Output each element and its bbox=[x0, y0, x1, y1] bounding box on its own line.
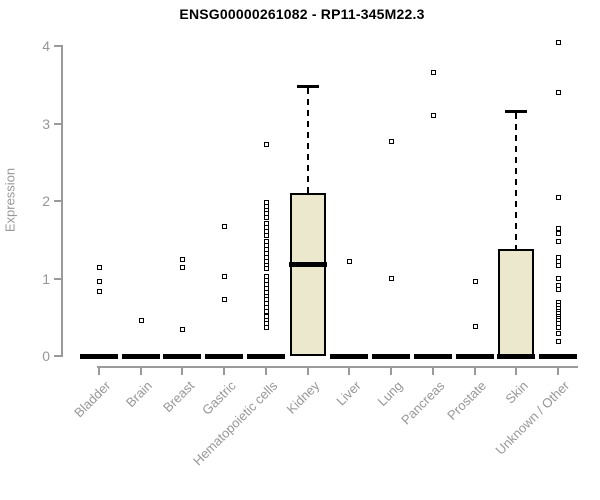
chart-title: ENSG00000261082 - RP11-345M22.3 bbox=[179, 6, 425, 22]
x-axis-tick-label: Breast bbox=[159, 378, 198, 416]
outlier-point bbox=[138, 318, 144, 324]
median-line bbox=[455, 354, 494, 359]
outlier-point bbox=[97, 288, 102, 294]
outlier-point bbox=[263, 233, 269, 239]
x-axis-tick bbox=[390, 368, 393, 375]
whisker-cap-kidney bbox=[296, 85, 319, 89]
whisker-cap-skin bbox=[505, 110, 528, 114]
outlier-point bbox=[389, 275, 395, 281]
x-axis-tick-label: Prostate bbox=[444, 378, 490, 423]
outlier-point bbox=[430, 112, 436, 118]
x-axis-tick-label: Brain bbox=[123, 378, 156, 411]
y-axis bbox=[61, 45, 63, 357]
y-axis-tick-label: 1 bbox=[42, 270, 50, 287]
outlier-point bbox=[556, 89, 562, 95]
x-axis-tick-label: Lung bbox=[374, 378, 406, 410]
x-axis-tick-label: Kidney bbox=[283, 378, 323, 417]
median-line bbox=[372, 354, 411, 359]
y-axis-tick-label: 4 bbox=[42, 38, 50, 54]
median-line bbox=[163, 354, 202, 359]
outlier-point bbox=[556, 226, 562, 232]
outlier-point bbox=[556, 40, 562, 46]
outlier-point bbox=[97, 264, 102, 270]
median-line bbox=[121, 354, 160, 359]
y-axis-tick bbox=[54, 122, 61, 125]
outlier-point bbox=[347, 258, 353, 264]
outlier-point bbox=[430, 70, 436, 76]
outlier-point bbox=[263, 214, 269, 220]
outlier-point bbox=[556, 338, 562, 344]
outlier-point bbox=[263, 266, 269, 272]
outlier-point bbox=[556, 324, 562, 330]
outlier-point bbox=[180, 264, 186, 270]
outlier-point bbox=[556, 275, 562, 281]
y-axis-tick-label: 2 bbox=[42, 193, 50, 209]
y-axis-tick-label: 0 bbox=[42, 348, 50, 364]
outlier-point bbox=[180, 326, 186, 332]
x-axis-tick-label: Pancreas bbox=[398, 378, 448, 428]
x-axis-tick bbox=[98, 368, 100, 375]
x-axis-tick-label: Bladder bbox=[71, 378, 114, 421]
median-line bbox=[246, 354, 285, 359]
outlier-point bbox=[180, 257, 186, 263]
y-axis-tick-label: 3 bbox=[42, 115, 50, 132]
y-axis-tick bbox=[54, 277, 61, 280]
x-axis-tick bbox=[348, 368, 351, 375]
x-axis-tick bbox=[264, 368, 267, 375]
x-axis-tick-label: Unknown / Other bbox=[493, 378, 573, 458]
x-axis-tick bbox=[223, 368, 226, 375]
outlier-point bbox=[472, 323, 478, 329]
box-kidney bbox=[289, 193, 326, 356]
x-axis-tick bbox=[306, 368, 309, 375]
x-axis-tick-label: Gastric bbox=[199, 378, 239, 418]
x-axis-tick-label: Liver bbox=[333, 378, 364, 409]
x-axis-tick bbox=[473, 368, 476, 375]
outlier-point bbox=[556, 287, 562, 293]
outlier-point bbox=[556, 195, 562, 201]
y-axis-label: Expression bbox=[2, 167, 18, 233]
outlier-point bbox=[97, 278, 102, 284]
outlier-point bbox=[263, 325, 269, 331]
outlier-point bbox=[472, 278, 478, 284]
whisker-kidney bbox=[306, 88, 309, 194]
outlier-point bbox=[556, 239, 562, 245]
outlier-point bbox=[556, 282, 562, 288]
outlier-point bbox=[556, 263, 562, 269]
median-line bbox=[539, 354, 578, 359]
x-axis-tick bbox=[557, 368, 560, 375]
y-axis-tick bbox=[54, 355, 61, 357]
median-line bbox=[205, 354, 244, 359]
median-line bbox=[497, 354, 536, 359]
y-axis-tick bbox=[54, 200, 61, 202]
outlier-point bbox=[222, 274, 228, 280]
box-skin bbox=[498, 249, 535, 356]
whisker-skin bbox=[515, 113, 518, 250]
x-axis-tick bbox=[431, 368, 434, 375]
x-axis-tick bbox=[181, 368, 184, 375]
outlier-point bbox=[263, 141, 269, 147]
outlier-point bbox=[556, 230, 562, 236]
outlier-point bbox=[389, 139, 395, 145]
outlier-point bbox=[222, 296, 228, 302]
outlier-point bbox=[556, 330, 562, 336]
x-axis-tick bbox=[139, 368, 142, 375]
y-axis-tick bbox=[54, 45, 61, 47]
outlier-point bbox=[222, 223, 228, 229]
median-line bbox=[330, 354, 369, 359]
x-axis bbox=[97, 366, 578, 368]
median-line bbox=[413, 354, 452, 359]
median-line bbox=[288, 261, 327, 267]
x-axis-tick-label: Skin bbox=[502, 378, 531, 407]
median-line bbox=[80, 354, 118, 359]
x-axis-tick bbox=[515, 368, 518, 375]
outlier-point bbox=[556, 254, 562, 260]
outlier-point bbox=[263, 309, 269, 315]
